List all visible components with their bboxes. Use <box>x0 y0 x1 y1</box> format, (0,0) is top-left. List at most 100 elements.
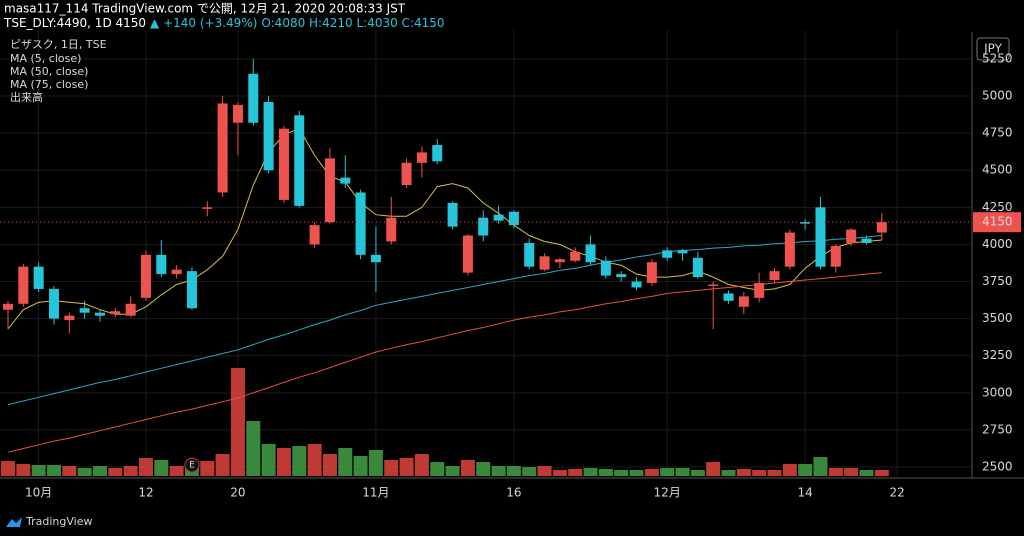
candle-body <box>156 254 167 275</box>
x-tick-label: 22 <box>889 486 904 500</box>
candle-body <box>110 311 121 315</box>
volume-bar <box>292 446 307 476</box>
candle-body <box>570 251 581 261</box>
volume-bar <box>414 454 429 476</box>
candle-body <box>769 271 780 281</box>
volume-bar <box>46 465 61 476</box>
candle-body <box>692 257 703 278</box>
candle-body <box>324 158 335 223</box>
candle-body <box>278 128 289 200</box>
candle-body <box>386 217 397 242</box>
legend-ma50: MA (50, close) <box>10 65 88 78</box>
candle-body <box>217 103 228 193</box>
volume-bar <box>660 468 675 476</box>
volume-bar <box>445 466 460 476</box>
volume-bar <box>859 470 874 476</box>
candle-body <box>554 259 565 263</box>
candle-body <box>248 73 259 123</box>
volume-bar <box>874 470 889 476</box>
volume-bar <box>537 466 552 476</box>
x-tick-label: 20 <box>230 486 245 500</box>
volume-bar <box>384 460 399 476</box>
y-tick-label: 3500 <box>982 311 1013 325</box>
candle-body <box>294 115 305 206</box>
candle-body <box>370 254 381 263</box>
candle-body <box>202 207 213 209</box>
candle-body <box>585 244 596 263</box>
y-tick-label: 3000 <box>982 385 1013 399</box>
volume-bar <box>583 468 598 476</box>
volume-bar <box>307 444 322 476</box>
candle-body <box>539 256 550 270</box>
volume-bar <box>598 469 613 476</box>
ohlc: O:4080 H:4210 L:4030 C:4150 <box>261 16 444 30</box>
candle-body <box>784 232 795 267</box>
logo-icon <box>6 517 22 527</box>
candle-body <box>79 308 90 313</box>
ma-line <box>7 272 882 453</box>
candle-body <box>478 217 489 236</box>
footer-logo: TradingView <box>25 515 92 528</box>
volume-bar <box>31 465 46 476</box>
volume-bar <box>399 458 414 476</box>
volume-bar <box>215 454 230 476</box>
volume-bar <box>200 461 215 476</box>
candle-body <box>3 303 13 310</box>
y-tick-label: 4500 <box>982 163 1013 177</box>
footer <box>0 508 1024 536</box>
earnings-label: E <box>189 461 195 471</box>
candle-body <box>662 250 673 258</box>
candle-body <box>861 238 872 243</box>
candle-body <box>631 281 642 288</box>
symbol-line: TSE_DLY:4490, 1D 4150 ▲ +140 (+3.49%) O:40… <box>3 16 445 30</box>
legend-volume: 出来高 <box>10 90 43 104</box>
volume-bar <box>721 470 736 476</box>
volume-bar <box>568 469 583 476</box>
candle-body <box>416 152 427 163</box>
legend-ma75: MA (75, close) <box>10 78 88 91</box>
volume-bar <box>108 468 123 476</box>
candle-body <box>646 262 657 284</box>
volume-bar <box>522 467 537 476</box>
candle-body <box>125 303 136 316</box>
candle-body <box>171 269 182 275</box>
volume-bar <box>261 444 276 476</box>
publish-line: masa117_114 TradingView.com で公開, 12月 21,… <box>4 2 406 16</box>
volume-bar <box>430 462 445 476</box>
volume-bar <box>675 468 690 476</box>
volume-bar <box>706 462 721 476</box>
x-tick-label: 16 <box>506 486 521 500</box>
symbol: TSE_DLY:4490, 1D 4150 <box>3 16 146 30</box>
candle-body <box>708 284 719 286</box>
x-tick-label: 12 <box>138 486 153 500</box>
candle-body <box>738 296 749 307</box>
earnings-marker[interactable] <box>184 457 200 473</box>
currency-box[interactable] <box>976 37 1010 61</box>
currency[interactable]: JPY <box>983 42 1003 56</box>
volume-bar <box>690 470 705 476</box>
volume-bar <box>614 470 629 476</box>
volume-bar <box>1 461 15 476</box>
candle-body <box>340 177 351 184</box>
volume-bar <box>77 468 92 476</box>
candle-body <box>846 229 857 243</box>
candle-body <box>309 225 320 245</box>
candle-body <box>508 211 519 226</box>
volume-bar <box>322 454 337 476</box>
y-tick-label: 4250 <box>982 200 1013 214</box>
candle-body <box>18 266 29 304</box>
y-tick-label: 3750 <box>982 274 1013 288</box>
volume-bar <box>138 458 153 476</box>
volume-bar <box>123 466 138 476</box>
volume-bar <box>644 469 659 476</box>
volume-bar <box>828 468 843 476</box>
y-tick-label: 5250 <box>982 51 1013 65</box>
volume-bar <box>353 456 368 476</box>
candle-body <box>432 145 443 162</box>
volume-bar <box>230 368 245 476</box>
candle-body <box>677 250 688 254</box>
x-tick-label: 14 <box>798 486 813 500</box>
candle-body <box>64 315 75 321</box>
last-price-label: 4150 <box>982 215 1013 229</box>
